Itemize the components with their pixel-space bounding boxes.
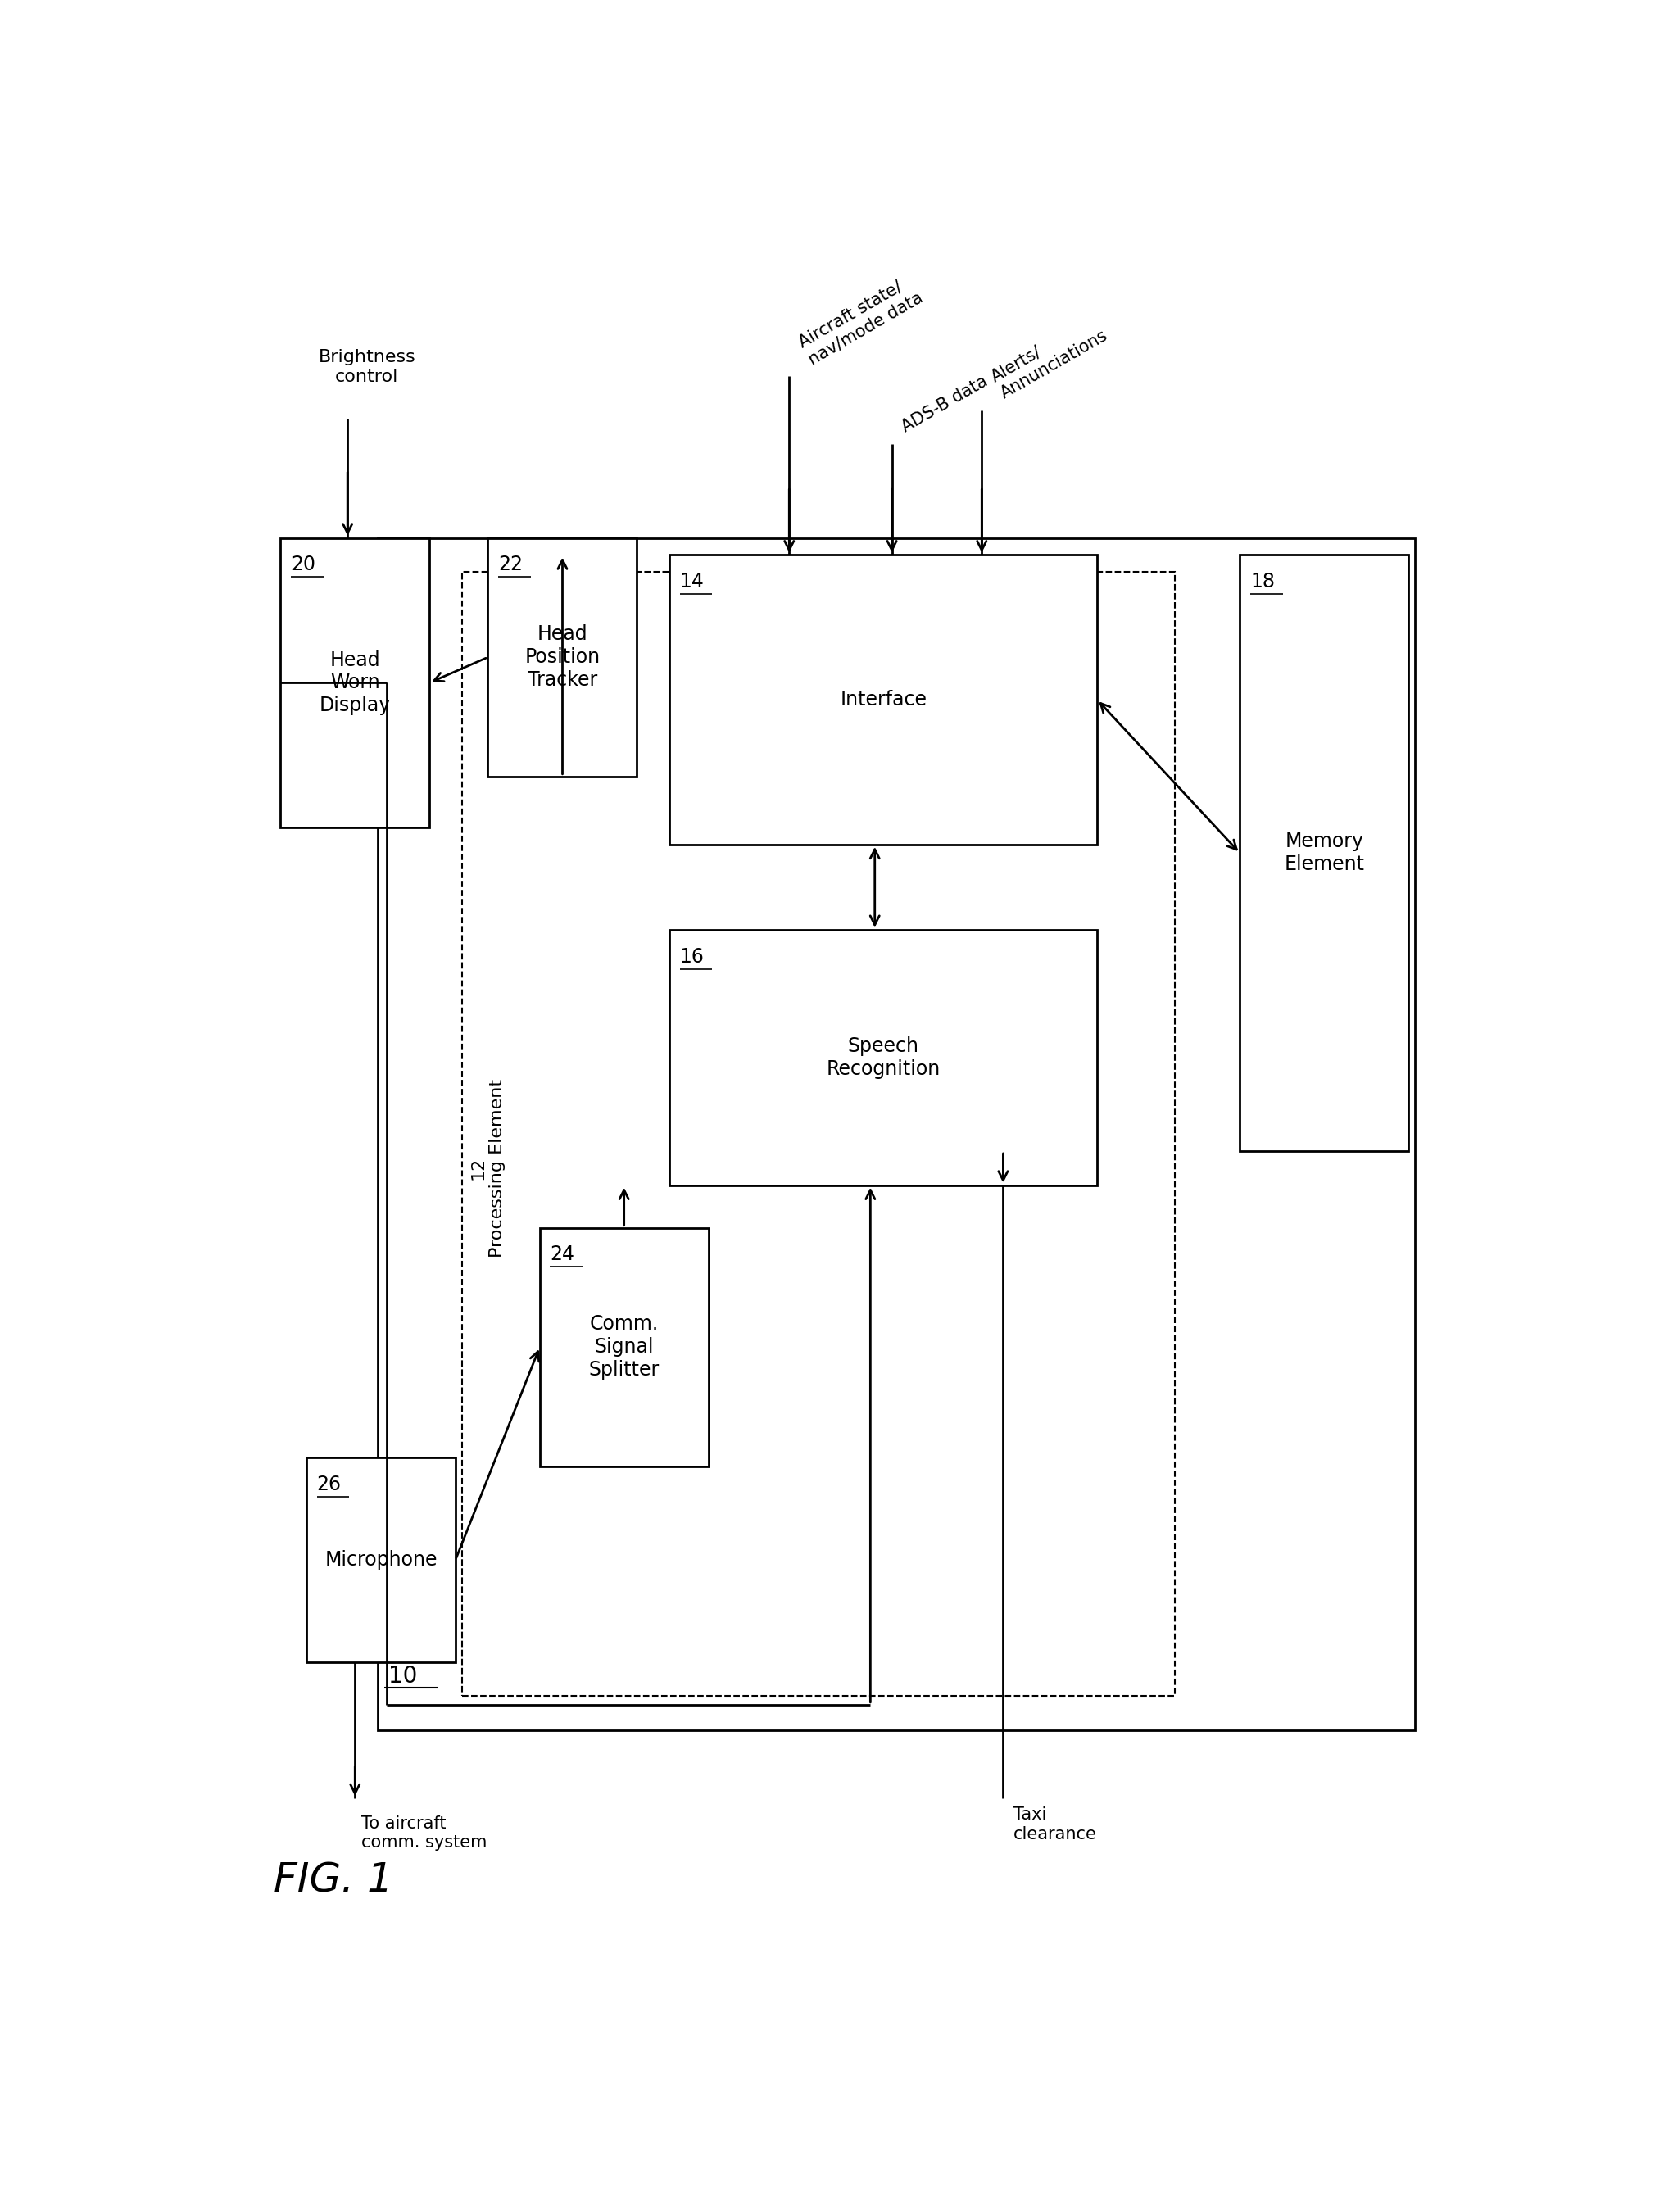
Text: 14: 14 [679, 573, 704, 591]
Text: 20: 20 [291, 555, 316, 575]
Bar [306, 1458, 455, 1661]
Text: Taxi
clearance: Taxi clearance [1014, 1807, 1097, 1843]
Text: Aircraft state/
nav/mode data: Aircraft state/ nav/mode data [796, 272, 925, 367]
Text: ADS-B data: ADS-B data [898, 374, 990, 436]
Text: FIG. 1: FIG. 1 [274, 1860, 393, 1900]
Text: Microphone: Microphone [325, 1551, 437, 1571]
Text: Interface: Interface [840, 690, 927, 710]
Text: Alerts/
Annunciations: Alerts/ Annunciations [989, 310, 1111, 403]
Text: Head
Position
Tracker: Head Position Tracker [525, 624, 601, 690]
Text: 16: 16 [679, 947, 704, 967]
Text: 18: 18 [1250, 573, 1275, 591]
Text: Speech
Recognition: Speech Recognition [826, 1035, 940, 1079]
Text: 10: 10 [388, 1666, 417, 1688]
Bar [378, 538, 1415, 1730]
Text: 12
Processing Element: 12 Processing Element [470, 1079, 505, 1256]
Text: Memory
Element: Memory Element [1285, 832, 1363, 874]
Text: Brightness
control: Brightness control [318, 349, 415, 385]
Bar [281, 538, 430, 827]
Text: 24: 24 [550, 1245, 576, 1265]
Text: 26: 26 [316, 1475, 341, 1495]
Text: Comm.
Signal
Splitter: Comm. Signal Splitter [589, 1314, 659, 1380]
Bar [462, 573, 1174, 1697]
Bar [540, 1228, 708, 1467]
Text: To aircraft
comm. system: To aircraft comm. system [361, 1816, 487, 1851]
Bar [669, 555, 1097, 845]
Bar [1240, 555, 1409, 1150]
Bar [489, 538, 637, 776]
Bar [669, 929, 1097, 1186]
Text: Head
Worn
Display: Head Worn Display [320, 650, 391, 714]
Text: 22: 22 [499, 555, 524, 575]
